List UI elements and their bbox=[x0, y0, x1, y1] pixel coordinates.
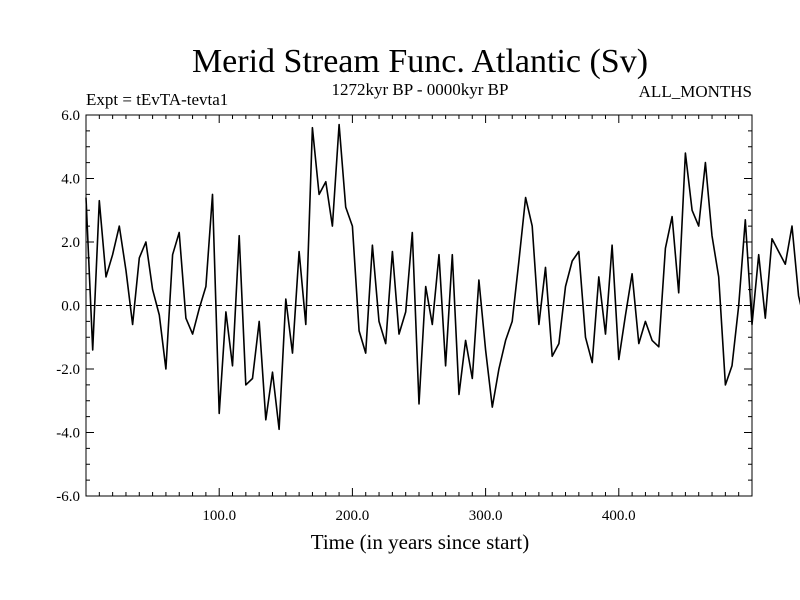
series-line bbox=[85, 123, 800, 431]
y-tick-label: 4.0 bbox=[61, 172, 80, 188]
y-tick-label: 2.0 bbox=[61, 235, 80, 251]
x-tick-label: 200.0 bbox=[336, 508, 370, 524]
time-range-label: 1272kyr BP - 0000kyr BP bbox=[332, 80, 509, 99]
y-tick-label: 6.0 bbox=[61, 108, 80, 124]
chart-title: Merid Stream Func. Atlantic (Sv) bbox=[192, 43, 648, 80]
x-tick-label: 300.0 bbox=[469, 508, 503, 524]
y-tick-label: -2.0 bbox=[56, 362, 80, 378]
x-tick-label: 400.0 bbox=[602, 508, 636, 524]
months-label: ALL_MONTHS bbox=[639, 82, 752, 101]
experiment-label: Expt = tEvTA-tevta1 bbox=[86, 90, 228, 109]
x-axis: 100.0 200.0 300.0 400.0 bbox=[85, 115, 753, 524]
x-axis-label: Time (in years since start) bbox=[311, 530, 530, 554]
y-tick-label: -6.0 bbox=[56, 489, 80, 505]
x-tick-label: 100.0 bbox=[202, 508, 236, 524]
y-tick-label: 0.0 bbox=[61, 299, 80, 315]
y-tick-label: -4.0 bbox=[56, 426, 80, 442]
y-axis: -6.0 -4.0 -2.0 0.0 2.0 4.0 6.0 bbox=[56, 108, 752, 505]
